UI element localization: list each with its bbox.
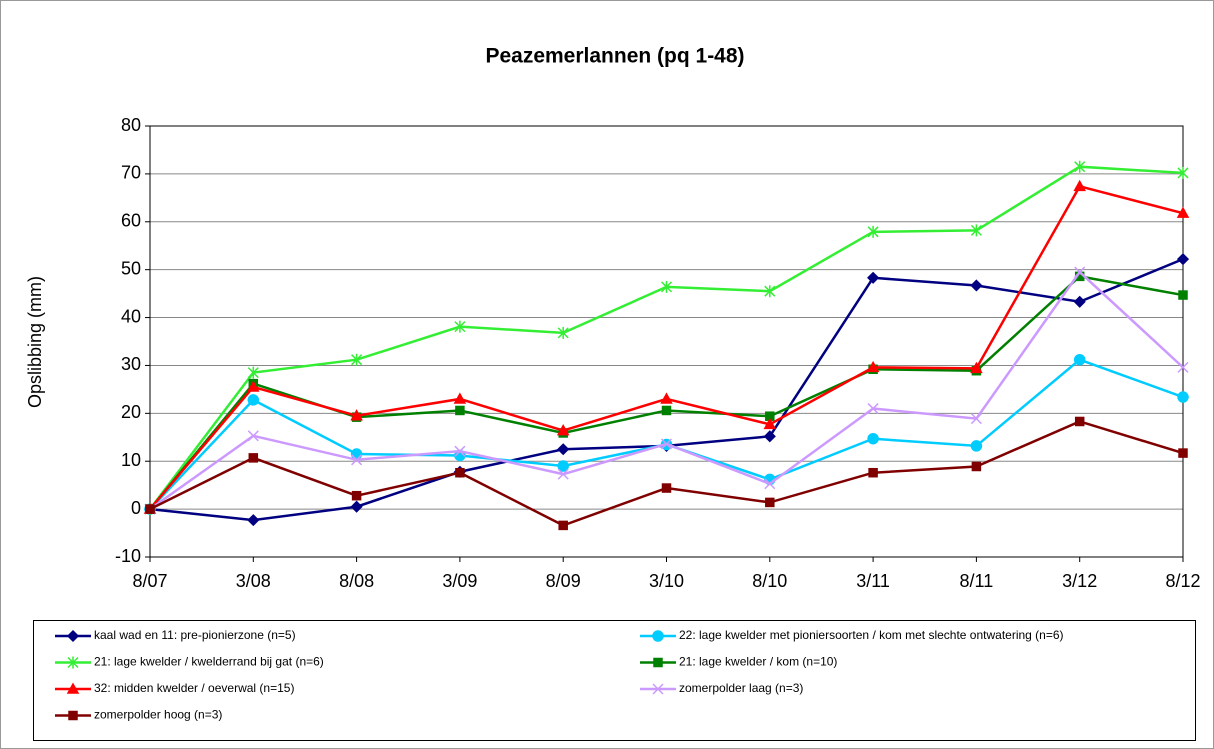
marker bbox=[557, 326, 569, 339]
legend-marker bbox=[66, 682, 80, 694]
marker bbox=[970, 413, 982, 425]
y-tick-label: 70 bbox=[121, 163, 141, 183]
x-tick-label: 8/09 bbox=[546, 571, 581, 591]
marker bbox=[556, 424, 570, 436]
marker bbox=[867, 432, 879, 445]
marker bbox=[868, 467, 878, 478]
legend-marker bbox=[66, 629, 80, 643]
marker bbox=[1073, 179, 1086, 192]
marker bbox=[970, 361, 983, 374]
marker bbox=[1073, 295, 1086, 308]
legend-label: 22: lage kwelder met pioniersoorten / ko… bbox=[679, 628, 1064, 642]
marker bbox=[1074, 266, 1086, 278]
marker bbox=[1177, 391, 1189, 403]
y-tick-label: -10 bbox=[115, 546, 141, 566]
marker bbox=[454, 445, 466, 457]
marker bbox=[971, 461, 982, 472]
legend-box bbox=[33, 620, 1196, 741]
y-tick-label: 60 bbox=[121, 211, 141, 231]
y-tick-label: 0 bbox=[131, 498, 141, 518]
x-tick-label: 3/10 bbox=[649, 571, 684, 591]
legend-marker bbox=[652, 630, 664, 642]
marker bbox=[1176, 253, 1190, 266]
marker bbox=[455, 467, 465, 478]
legend-label: zomerpolder hoog (n=3) bbox=[94, 708, 222, 722]
marker bbox=[1176, 206, 1190, 218]
marker bbox=[350, 409, 363, 421]
marker bbox=[763, 417, 777, 430]
y-tick-label: 30 bbox=[121, 354, 141, 374]
marker bbox=[351, 353, 363, 366]
y-tick-label: 20 bbox=[121, 402, 141, 422]
x-tick-label: 3/11 bbox=[856, 571, 890, 591]
x-tick-label: 8/07 bbox=[132, 571, 167, 591]
legend-label: 21: lage kwelder / kwelderrand bij gat (… bbox=[94, 655, 324, 669]
marker bbox=[145, 504, 155, 514]
marker bbox=[558, 520, 568, 531]
marker bbox=[660, 438, 673, 450]
legend-label: kaal wad en 11: pre-pionierzone (n=5) bbox=[94, 628, 296, 642]
marker bbox=[867, 225, 879, 238]
marker bbox=[247, 366, 259, 379]
marker bbox=[970, 224, 982, 237]
chart-title: Peazemerlannen (pq 1-48) bbox=[485, 45, 744, 68]
marker bbox=[661, 483, 672, 493]
marker bbox=[1177, 361, 1189, 373]
legend-label: 32: midden kwelder / oeverwal (n=15) bbox=[94, 681, 294, 695]
x-tick-label: 8/10 bbox=[752, 571, 787, 591]
legend-marker bbox=[68, 710, 78, 721]
marker bbox=[866, 360, 880, 373]
marker bbox=[661, 405, 672, 416]
y-tick-label: 50 bbox=[121, 258, 141, 278]
marker bbox=[764, 478, 776, 490]
marker bbox=[557, 468, 569, 480]
marker bbox=[350, 448, 363, 460]
marker bbox=[763, 430, 776, 443]
marker bbox=[350, 500, 363, 513]
legend-marker bbox=[653, 657, 663, 668]
x-tick-label: 8/11 bbox=[960, 571, 994, 591]
marker bbox=[765, 497, 775, 508]
marker bbox=[660, 392, 673, 404]
y-axis-label: Opslibbing (mm) bbox=[25, 276, 45, 408]
marker bbox=[351, 454, 363, 466]
marker bbox=[764, 285, 776, 298]
marker bbox=[248, 453, 259, 463]
legend-label: zomerpolder laag (n=3) bbox=[679, 681, 803, 695]
marker bbox=[247, 380, 260, 392]
marker bbox=[351, 490, 362, 501]
marker bbox=[557, 460, 569, 472]
marker bbox=[454, 320, 466, 333]
legend-marker bbox=[67, 656, 79, 669]
x-tick-label: 3/12 bbox=[1062, 571, 1097, 591]
marker bbox=[453, 392, 467, 404]
marker bbox=[1177, 166, 1189, 179]
marker bbox=[660, 280, 673, 293]
x-tick-label: 3/09 bbox=[442, 571, 477, 591]
marker bbox=[557, 443, 570, 456]
x-tick-label: 8/12 bbox=[1165, 571, 1200, 591]
marker bbox=[247, 430, 259, 442]
legend-marker bbox=[652, 683, 664, 695]
legend-label: 21: lage kwelder / kom (n=10) bbox=[679, 655, 837, 669]
x-tick-label: 3/08 bbox=[236, 571, 271, 591]
x-tick-label: 8/08 bbox=[339, 571, 374, 591]
y-tick-label: 80 bbox=[121, 115, 141, 135]
marker bbox=[1178, 290, 1188, 300]
y-tick-label: 40 bbox=[121, 306, 141, 326]
marker bbox=[1074, 416, 1085, 427]
y-tick-label: 10 bbox=[121, 450, 141, 470]
marker bbox=[1073, 353, 1086, 366]
marker bbox=[970, 440, 983, 452]
marker bbox=[970, 279, 983, 292]
marker bbox=[867, 271, 880, 284]
marker bbox=[247, 514, 260, 527]
marker bbox=[867, 403, 879, 415]
marker bbox=[1074, 160, 1086, 173]
marker bbox=[247, 394, 260, 406]
marker bbox=[455, 405, 465, 416]
marker bbox=[1178, 448, 1188, 458]
